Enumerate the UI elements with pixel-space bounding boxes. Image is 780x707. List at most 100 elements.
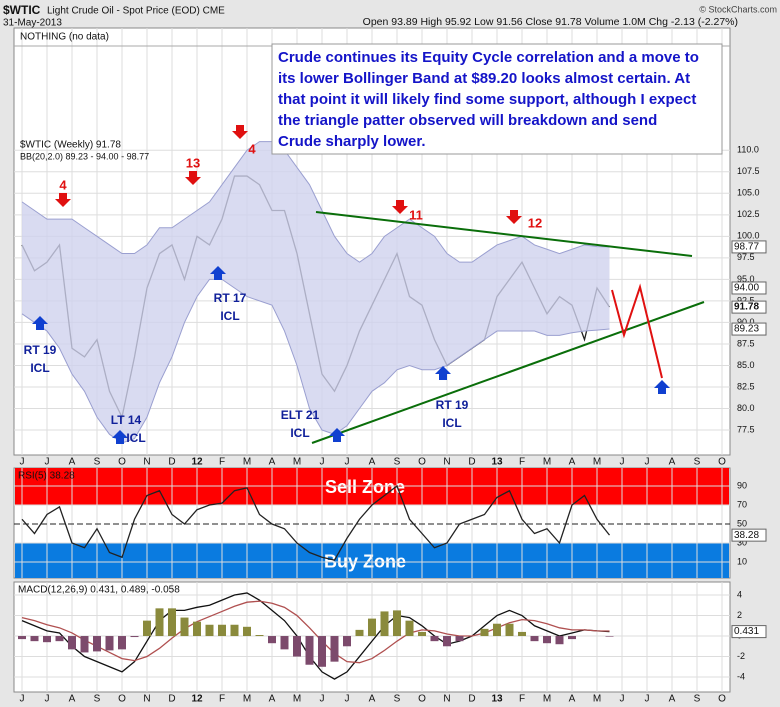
x-tick-label: J	[645, 694, 650, 705]
cycle-label: 4	[248, 141, 256, 156]
value-marker-label: 91.78	[734, 302, 759, 313]
x-tick-label: D	[468, 457, 475, 468]
x-tick-label: S	[394, 694, 401, 705]
blue-arrow	[112, 430, 128, 444]
y-tick-label: 90.0	[737, 317, 755, 327]
histogram-bar	[43, 636, 51, 643]
note: NOTHING (no data)	[20, 32, 109, 43]
histogram-bar	[230, 624, 239, 637]
x-tick-label: O	[718, 457, 726, 468]
date: 31-May-2013	[3, 18, 62, 29]
cycle-label: 11	[409, 207, 423, 222]
panel-title: MACD(12,26,9) 0.431, 0.489, -0.058	[18, 585, 180, 596]
x-tick-label: 12	[191, 457, 203, 468]
icl-label: RT 17	[214, 291, 247, 305]
x-tick-label: J	[345, 457, 350, 468]
red-arrow	[55, 193, 71, 207]
x-tick-label: M	[243, 457, 251, 468]
histogram-bar	[205, 624, 214, 637]
histogram-bar	[180, 617, 189, 637]
histogram-bar	[355, 629, 364, 637]
y-tick-label: -4	[737, 671, 745, 681]
histogram-bar	[368, 618, 376, 637]
x-tick-label: 13	[491, 694, 503, 705]
y-tick-label: -2	[737, 651, 745, 661]
icl-label: ICL	[126, 431, 145, 445]
trend-line	[311, 301, 705, 444]
legend-price: $WTIC (Weekly) 91.78	[20, 140, 121, 151]
x-tick-label: F	[219, 694, 225, 705]
x-tick-label: A	[669, 457, 676, 468]
series-line	[21, 600, 610, 664]
x-tick-label: J	[620, 694, 625, 705]
x-tick-label: M	[293, 457, 301, 468]
x-tick-label: D	[168, 457, 175, 468]
x-tick-label: S	[94, 457, 101, 468]
x-tick-label: A	[569, 694, 576, 705]
histogram-bar	[218, 624, 226, 637]
red-arrow	[506, 210, 522, 224]
red-arrow	[392, 200, 408, 214]
x-tick-label: F	[219, 457, 225, 468]
histogram-bar	[605, 636, 614, 637]
icl-label: RT 19	[436, 398, 469, 412]
icl-label: ICL	[290, 426, 309, 440]
blue-arrow	[32, 316, 48, 330]
icl-label: ICL	[442, 416, 461, 430]
value-marker-label: 38.28	[734, 530, 759, 541]
histogram-bar	[93, 636, 101, 652]
histogram-bar	[143, 620, 151, 637]
histogram-bar	[505, 623, 514, 637]
y-tick-label: 87.5	[737, 338, 755, 348]
histogram-bar	[155, 608, 164, 637]
histogram-bar	[168, 608, 176, 637]
histogram-bar	[193, 621, 201, 637]
histogram-bar	[18, 636, 26, 640]
value-marker-label: 0.431	[734, 626, 759, 637]
x-tick-label: J	[320, 694, 325, 705]
comment-line: Crude continues its Equity Cycle correla…	[278, 49, 699, 66]
histogram-bar	[330, 636, 339, 662]
x-tick-label: O	[118, 694, 126, 705]
blue-arrow	[210, 266, 226, 280]
zone-label: Sell Zone	[325, 477, 405, 497]
x-tick-label: M	[293, 694, 301, 705]
y-tick-label: 105.0	[737, 188, 760, 198]
x-tick-label: S	[694, 694, 701, 705]
x-tick-label: D	[168, 694, 175, 705]
x-tick-label: A	[269, 694, 276, 705]
histogram-bar	[568, 636, 576, 640]
bollinger-upper	[21, 141, 610, 263]
x-tick-label: M	[593, 457, 601, 468]
blue-arrow	[654, 380, 670, 394]
histogram-bar	[280, 636, 289, 650]
x-tick-label: O	[718, 694, 726, 705]
histogram-bar	[518, 631, 526, 637]
y-tick-label: 95.0	[737, 274, 755, 284]
y-tick-label: 30	[737, 537, 747, 547]
histogram-bar	[30, 636, 39, 642]
value-marker	[731, 281, 767, 295]
y-tick-label: 85.0	[737, 360, 755, 370]
y-tick-label: 70	[737, 499, 747, 509]
value-marker-label: 89.23	[734, 324, 759, 335]
histogram-bar	[105, 636, 114, 651]
panel-title: RSI(5) 38.28	[18, 471, 75, 482]
instrument-name: Light Crude Oil - Spot Price (EOD) CME	[47, 6, 225, 17]
histogram-bar	[530, 636, 539, 642]
y-tick-label: 102.5	[737, 209, 760, 219]
series-line	[21, 484, 611, 561]
icl-label: ELT 21	[281, 408, 320, 422]
x-tick-label: N	[443, 694, 450, 705]
value-marker	[731, 322, 767, 336]
x-tick-label: J	[620, 457, 625, 468]
y-tick-label: 80.0	[737, 403, 755, 413]
y-tick-label: 82.5	[737, 381, 755, 391]
x-tick-label: N	[443, 457, 450, 468]
histogram-bar	[555, 636, 564, 645]
icl-label: RT 19	[24, 343, 57, 357]
histogram-bar	[543, 636, 551, 644]
y-tick-label: 110.0	[737, 145, 759, 155]
x-tick-label: O	[418, 694, 426, 705]
